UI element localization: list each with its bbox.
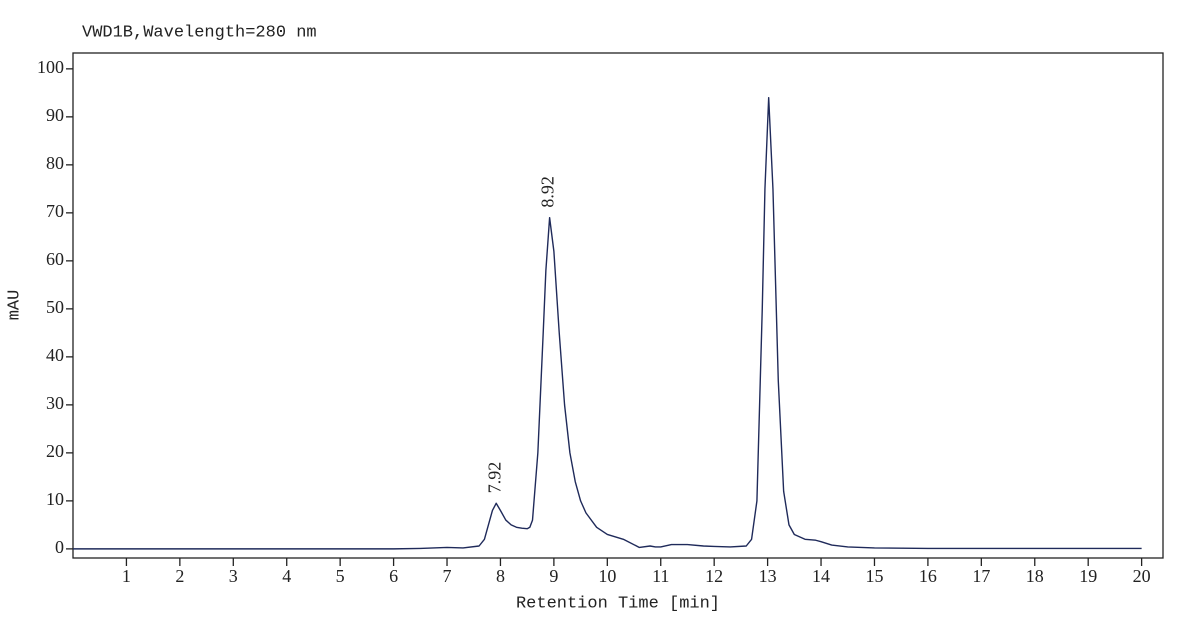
- x-tick-label: 14: [812, 566, 830, 586]
- x-axis-label: Retention Time [min]: [516, 594, 720, 613]
- x-tick-label: 8: [496, 566, 505, 586]
- x-tick-label: 4: [282, 566, 291, 586]
- x-tick-label: 15: [865, 566, 883, 586]
- chart-title: VWD1B,Wavelength=280 nm: [82, 23, 317, 42]
- y-tick-label: 60: [46, 249, 64, 269]
- y-tick-label: 100: [37, 57, 64, 77]
- y-axis-label: mAU: [5, 290, 24, 321]
- x-tick-label: 17: [972, 566, 990, 586]
- x-tick-label: 19: [1079, 566, 1097, 586]
- x-tick-label: 2: [175, 566, 184, 586]
- y-tick-label: 20: [46, 441, 64, 461]
- peak-label: 8.92: [538, 176, 558, 208]
- y-tick-label: 50: [46, 297, 64, 317]
- y-tick-label: 80: [46, 153, 64, 173]
- peak-label: 7.92: [484, 462, 504, 494]
- x-tick-label: 3: [229, 566, 238, 586]
- x-tick-label: 9: [549, 566, 558, 586]
- y-tick-label: 30: [46, 393, 64, 413]
- x-tick-label: 13: [759, 566, 777, 586]
- x-tick-label: 1: [122, 566, 131, 586]
- x-tick-label: 5: [336, 566, 345, 586]
- y-tick-label: 10: [46, 489, 64, 509]
- chromatogram-line: [73, 96, 1142, 550]
- x-tick-label: 10: [598, 566, 616, 586]
- x-tick-label: 11: [652, 566, 669, 586]
- x-tick-label: 7: [443, 566, 452, 586]
- y-tick-label: 0: [55, 537, 64, 557]
- y-tick-label: 40: [46, 345, 64, 365]
- x-tick-label: 16: [919, 566, 937, 586]
- y-tick-label: 90: [46, 105, 64, 125]
- x-tick-label: 6: [389, 566, 398, 586]
- x-tick-label: 18: [1026, 566, 1044, 586]
- plot-frame: [72, 52, 1164, 559]
- x-tick-label: 20: [1133, 566, 1151, 586]
- x-tick-label: 12: [705, 566, 723, 586]
- y-tick-label: 70: [46, 201, 64, 221]
